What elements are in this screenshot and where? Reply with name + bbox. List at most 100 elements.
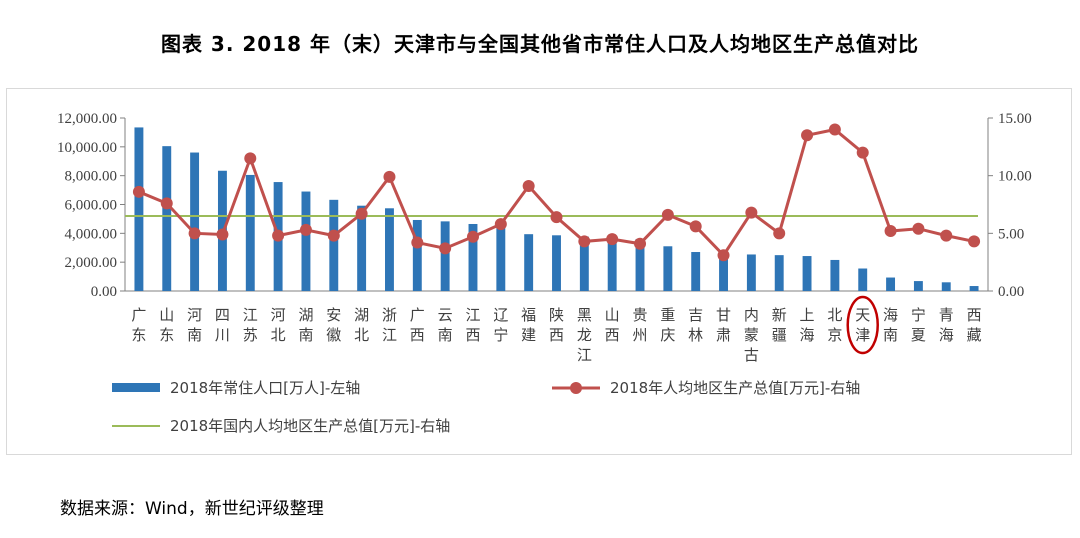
- bar-population: [774, 255, 784, 291]
- category-label: 西藏: [967, 306, 982, 344]
- gdp-per-capita-point: [856, 146, 869, 159]
- legend-bar-swatch: [112, 383, 160, 392]
- gdp-per-capita-point: [884, 225, 897, 238]
- category-label: 江苏: [243, 306, 258, 344]
- legend-bar-label: 2018年常住人口[万人]-左轴: [170, 379, 360, 397]
- category-label: 湖南: [298, 306, 313, 344]
- bar-population: [440, 221, 450, 291]
- gdp-per-capita-point: [439, 242, 452, 255]
- gdp-per-capita-point: [411, 236, 424, 249]
- category-label: 北京: [827, 306, 842, 344]
- left-tick-label: 12,000.00: [57, 111, 117, 127]
- gdp-per-capita-point: [132, 185, 145, 198]
- category-label: 广西: [410, 306, 425, 344]
- bar-population: [357, 205, 367, 291]
- legend-average-label: 2018年国内人均地区生产总值[万元]-右轴: [170, 417, 450, 435]
- bar-population: [385, 208, 394, 291]
- gdp-per-capita-point: [383, 170, 396, 183]
- category-label: 河北: [271, 306, 286, 344]
- gdp-per-capita-point: [327, 229, 340, 242]
- category-label: 上海: [800, 306, 815, 344]
- right-tick-label: 15.00: [998, 111, 1032, 127]
- gdp-per-capita-point: [355, 207, 368, 220]
- bar-population: [802, 256, 812, 291]
- category-label: 四川: [215, 306, 230, 344]
- category-label: 海南: [883, 306, 898, 344]
- bar-population: [969, 286, 979, 291]
- source-note: 数据来源：Wind，新世纪评级整理: [60, 499, 324, 519]
- category-label: 贵州: [633, 306, 648, 344]
- gdp-per-capita-point: [801, 129, 814, 142]
- category-label: 山西: [605, 306, 620, 344]
- gdp-per-capita-point: [299, 223, 312, 236]
- right-tick-label: 0.00: [998, 284, 1024, 300]
- bar-population: [719, 252, 728, 291]
- chart-frame: [6, 88, 1072, 455]
- left-tick-label: 2,000.00: [65, 255, 118, 271]
- bar-population: [329, 199, 339, 291]
- legend-line-marker: [570, 382, 582, 394]
- bar-population: [245, 174, 255, 291]
- bar-population: [663, 246, 673, 291]
- category-label: 黑龙江: [577, 306, 592, 364]
- gdp-per-capita-point: [606, 233, 619, 246]
- category-label: 江西: [465, 306, 480, 344]
- chart-title: 图表 3. 2018 年（末）天津市与全国其他省市常住人口及人均地区生产总值对比: [160, 32, 920, 56]
- gdp-per-capita-point: [494, 218, 507, 231]
- category-label: 云南: [438, 306, 453, 344]
- gdp-per-capita-point: [244, 152, 257, 165]
- bar-population: [607, 237, 617, 291]
- gdp-per-capita-point: [828, 123, 841, 136]
- bar-population: [134, 127, 144, 291]
- gdp-per-capita-point: [522, 180, 535, 193]
- category-label: 安徽: [326, 306, 341, 344]
- gdp-per-capita-point: [912, 222, 925, 235]
- category-label: 陕西: [549, 306, 564, 344]
- gdp-per-capita-point: [689, 220, 702, 233]
- category-label: 山东: [159, 306, 174, 344]
- gdp-per-capita-point: [634, 237, 647, 250]
- bar-population: [830, 259, 840, 291]
- category-label: 宁夏: [911, 306, 926, 344]
- category-label: 浙江: [382, 306, 397, 344]
- gdp-per-capita-point: [717, 249, 730, 262]
- legend-line-label: 2018年人均地区生产总值[万元]-右轴: [610, 379, 860, 397]
- bar-population: [913, 281, 923, 291]
- category-label: 福建: [521, 306, 536, 344]
- bar-population: [162, 146, 172, 291]
- right-tick-label: 5.00: [998, 226, 1024, 242]
- category-label: 湖北: [354, 306, 369, 344]
- gdp-per-capita-point: [940, 229, 953, 242]
- category-label: 河南: [187, 306, 202, 344]
- gdp-per-capita-point: [550, 211, 563, 224]
- highlight-circle: [846, 295, 879, 355]
- category-label: 青海: [939, 306, 954, 344]
- gdp-per-capita-point: [466, 230, 479, 243]
- gdp-per-capita-point: [216, 228, 229, 241]
- bar-population: [746, 254, 756, 291]
- bar-population: [301, 191, 311, 291]
- bar-population: [886, 277, 896, 291]
- bar-population: [941, 282, 951, 291]
- left-tick-label: 4,000.00: [65, 226, 118, 242]
- right-tick-label: 10.00: [998, 169, 1032, 185]
- category-label: 天津: [855, 306, 870, 344]
- bar-population: [524, 234, 534, 291]
- category-label: 广东: [131, 306, 146, 344]
- bar-population: [858, 268, 868, 291]
- gdp-per-capita-point: [188, 227, 201, 240]
- bar-population: [691, 252, 701, 291]
- left-tick-label: 0.00: [91, 284, 117, 300]
- bar-population: [412, 219, 422, 291]
- gdp-per-capita-point: [661, 208, 674, 221]
- left-tick-label: 10,000.00: [57, 140, 117, 156]
- category-label: 内蒙古: [744, 306, 759, 364]
- left-tick-label: 6,000.00: [65, 198, 118, 214]
- bar-population: [468, 223, 478, 291]
- gdp-per-capita-point: [968, 235, 981, 248]
- gdp-per-capita-point: [272, 229, 285, 242]
- category-label: 辽宁: [493, 306, 508, 344]
- category-label: 重庆: [660, 306, 675, 344]
- gdp-per-capita-point: [578, 235, 591, 248]
